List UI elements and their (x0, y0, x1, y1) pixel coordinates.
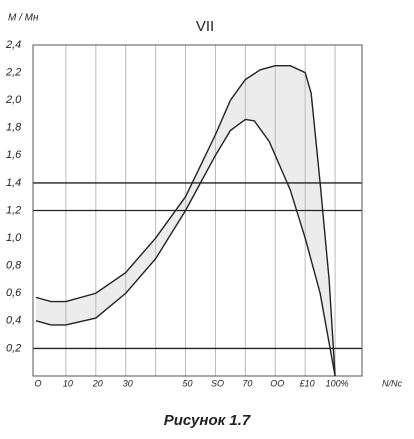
x-axis-label: N/Nc (382, 378, 402, 388)
y-tick-label: 2,4 (5, 39, 21, 51)
x-tick-label: £10 (299, 378, 315, 388)
x-tick-label: O (34, 378, 41, 388)
y-tick-label: 1,8 (6, 122, 22, 134)
series-line (35, 64, 336, 377)
x-tick-label: SO (211, 378, 224, 388)
x-tick-label: 50 (183, 378, 193, 388)
x-tick-label: 30 (123, 378, 133, 388)
y-tick-label: 1,0 (6, 232, 22, 244)
x-tick-label: 100% (326, 378, 349, 388)
y-tick-label: 0,4 (6, 315, 21, 327)
x-tick-label: 70 (242, 378, 252, 388)
plot-frame (32, 44, 363, 377)
x-tick-label: 10 (63, 378, 73, 388)
y-tick-label: 1,6 (6, 149, 22, 161)
y-tick-label: 1,2 (6, 204, 21, 216)
y-tick-label: 2,0 (5, 94, 22, 106)
band-fill (35, 65, 336, 376)
y-axis-label: M / Mн (8, 13, 39, 24)
y-tick-label: 0,8 (6, 260, 22, 272)
caption: Рисунок 1.7 (164, 412, 251, 429)
chart-title: VII (196, 18, 214, 35)
y-tick-label: 0,6 (6, 287, 22, 299)
x-tick-label: OO (270, 378, 284, 388)
series-line (35, 118, 336, 377)
y-tick-label: 0,2 (6, 342, 21, 354)
y-tick-label: 2,2 (5, 66, 21, 78)
x-tick-label: 20 (92, 378, 103, 388)
y-tick-label: 1,4 (6, 177, 21, 189)
